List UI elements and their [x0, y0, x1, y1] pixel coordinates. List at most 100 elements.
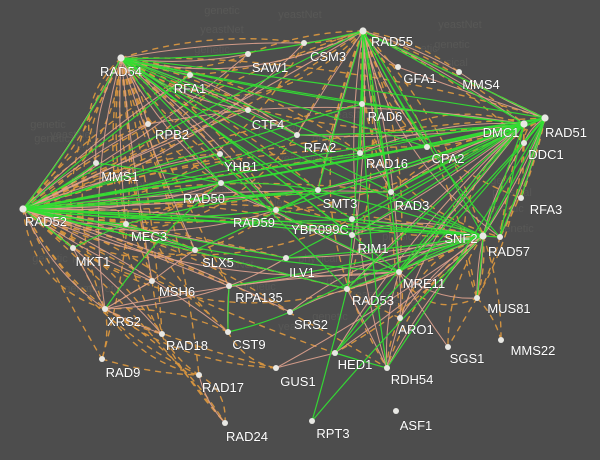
graph-node-rad24[interactable] [222, 420, 228, 426]
node-label-rdh54[interactable]: RDH54 [390, 372, 434, 388]
node-label-gus1[interactable]: GUS1 [280, 374, 316, 390]
node-label-rad54[interactable]: RAD54 [100, 64, 143, 80]
graph-node-rfa2[interactable] [294, 132, 300, 138]
graph-node-rad50[interactable] [218, 180, 224, 186]
graph-node-dmc1[interactable] [520, 120, 528, 128]
node-label-rad9[interactable]: RAD9 [105, 365, 141, 381]
node-label-ddc1[interactable]: DDC1 [528, 147, 564, 163]
node-label-rad18[interactable]: RAD18 [166, 338, 209, 354]
graph-node-sgs1[interactable] [445, 344, 451, 350]
graph-node-mec3[interactable] [123, 221, 129, 227]
node-label-ilv1[interactable]: ILV1 [289, 265, 315, 281]
node-label-rad16[interactable]: RAD16 [366, 156, 409, 172]
graph-node-rad3[interactable] [388, 189, 394, 195]
node-label-mms22[interactable]: MMS22 [510, 343, 556, 359]
node-label-rad24[interactable]: RAD24 [226, 429, 269, 445]
graph-node-cst9[interactable] [225, 329, 231, 335]
graph-node-aro1[interactable] [397, 315, 403, 321]
node-label-msh6[interactable]: MSH6 [159, 284, 196, 300]
node-label-mec3[interactable]: MEC3 [131, 229, 168, 245]
graph-node-rad59[interactable] [273, 207, 279, 213]
graph-node-rad55[interactable] [359, 27, 367, 35]
node-label-slx5[interactable]: SLX5 [202, 255, 235, 271]
graph-node-snf2[interactable] [479, 232, 487, 240]
graph-node-rad6[interactable] [359, 101, 365, 107]
graph-node-smt3[interactable] [315, 187, 321, 193]
graph-node-rad17[interactable] [196, 372, 202, 378]
node-label-gfa1[interactable]: GFA1 [403, 71, 437, 87]
graph-node-mms1[interactable] [93, 160, 99, 166]
node-label-xrs2[interactable]: XRS2 [107, 314, 142, 330]
graph-node-mms22[interactable] [498, 337, 504, 343]
graph-node-rad16[interactable] [357, 150, 363, 156]
node-label-mms1[interactable]: MMS1 [101, 169, 139, 185]
graph-node-srs2[interactable] [287, 309, 293, 315]
node-label-rad55[interactable]: RAD55 [371, 34, 414, 50]
graph-node-rpa135[interactable] [226, 283, 232, 289]
node-label-rad6[interactable]: RAD6 [367, 109, 403, 125]
graph-node-cpa2[interactable] [424, 144, 430, 150]
node-label-cpa2[interactable]: CPA2 [431, 151, 465, 167]
graph-node-ybr099c[interactable] [349, 216, 355, 222]
node-label-rim1[interactable]: RIM1 [357, 241, 389, 257]
graph-node-rpt3[interactable] [309, 418, 315, 424]
node-label-smt3[interactable]: SMT3 [322, 196, 358, 212]
node-label-rad3[interactable]: RAD3 [394, 198, 430, 214]
graph-node-csm3[interactable] [301, 40, 307, 46]
node-label-rad59[interactable]: RAD59 [233, 215, 276, 231]
node-label-mre11[interactable]: MRE11 [402, 276, 445, 292]
node-label-hed1[interactable]: HED1 [337, 357, 373, 373]
graph-node-hed1[interactable] [332, 350, 338, 356]
node-label-csm3[interactable]: CSM3 [310, 49, 347, 65]
graph-node-rad53[interactable] [344, 286, 350, 292]
node-label-ybr099c[interactable]: YBR099C [291, 222, 350, 238]
graph-node-mkt1[interactable] [70, 245, 76, 251]
node-label-dmc1[interactable]: DMC1 [482, 125, 520, 141]
graph-node-rfa1[interactable] [187, 72, 193, 78]
node-label-mms4[interactable]: MMS4 [462, 77, 500, 93]
graph-node-gus1[interactable] [273, 365, 279, 371]
graph-node-rad57[interactable] [497, 234, 503, 240]
node-label-rpt3[interactable]: RPT3 [316, 426, 350, 442]
node-label-rfa2[interactable]: RFA2 [303, 140, 337, 156]
graph-node-ilv1[interactable] [283, 255, 289, 261]
node-label-rad53[interactable]: RAD53 [352, 293, 395, 309]
node-label-saw1[interactable]: SAW1 [251, 60, 288, 76]
graph-node-ctf4[interactable] [245, 107, 251, 113]
node-label-aro1[interactable]: ARO1 [398, 322, 434, 338]
node-label-cst9[interactable]: CST9 [232, 337, 266, 353]
node-label-mkt1[interactable]: MKT1 [75, 254, 111, 270]
node-label-mus81[interactable]: MUS81 [487, 301, 531, 317]
node-label-srs2[interactable]: SRS2 [294, 317, 329, 333]
node-label-sgs1[interactable]: SGS1 [449, 351, 485, 367]
node-label-snf2[interactable]: SNF2 [444, 231, 478, 247]
node-label-rfa1[interactable]: RFA1 [173, 81, 207, 97]
node-label-yhb1[interactable]: YHB1 [224, 159, 259, 175]
graph-node-yhb1[interactable] [217, 151, 223, 157]
graph-node-mus81[interactable] [474, 295, 480, 301]
graph-node-gfa1[interactable] [395, 64, 401, 70]
graph-node-saw1[interactable] [245, 51, 251, 57]
node-label-ctf4[interactable]: CTF4 [251, 117, 285, 133]
graph-node-asf1[interactable] [393, 408, 399, 414]
graph-node-rad54[interactable] [117, 54, 125, 62]
graph-node-rfa3[interactable] [518, 195, 524, 201]
node-label-rad50[interactable]: RAD50 [183, 191, 226, 207]
graph-node-xrs2[interactable] [102, 306, 108, 312]
graph-node-msh6[interactable] [149, 278, 155, 284]
node-label-rpa135[interactable]: RPA135 [235, 290, 283, 306]
graph-node-rpb2[interactable] [145, 121, 151, 127]
node-label-rfa3[interactable]: RFA3 [529, 202, 563, 218]
graph-node-rim1[interactable] [349, 232, 355, 238]
graph-node-ddc1[interactable] [521, 140, 527, 146]
node-label-asf1[interactable]: ASF1 [399, 418, 433, 434]
graph-node-rdh54[interactable] [384, 365, 390, 371]
graph-node-mms4[interactable] [456, 69, 462, 75]
node-label-rad52[interactable]: RAD52 [25, 214, 68, 230]
node-label-rad51[interactable]: RAD51 [545, 125, 588, 141]
node-label-rad57[interactable]: RAD57 [488, 244, 531, 260]
node-label-rpb2[interactable]: RPB2 [155, 127, 190, 143]
graph-node-rad9[interactable] [99, 356, 105, 362]
node-label-rad17[interactable]: RAD17 [202, 380, 245, 396]
